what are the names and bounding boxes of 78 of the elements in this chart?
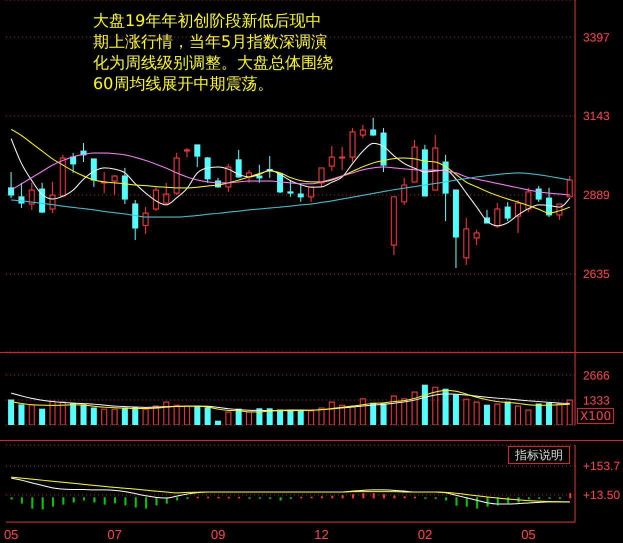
bar <box>49 400 56 425</box>
bar <box>80 404 86 425</box>
bar <box>132 408 138 425</box>
bar <box>112 408 118 425</box>
bar <box>90 408 97 425</box>
candlestick <box>287 180 294 198</box>
bar <box>60 402 66 425</box>
bar <box>339 404 346 425</box>
y-tick-label: 2666 <box>583 368 610 382</box>
bar <box>8 400 14 425</box>
bar <box>194 406 200 425</box>
text: X100 <box>577 408 614 424</box>
bar <box>494 404 500 425</box>
candlestick <box>463 217 470 266</box>
bar <box>246 412 252 425</box>
bar <box>277 410 284 425</box>
y-tick-label: 3143 <box>583 109 610 124</box>
bar <box>349 406 356 425</box>
bar <box>442 388 449 425</box>
x-tick-label: 05 <box>521 527 536 542</box>
bar <box>184 406 190 425</box>
bar <box>225 412 232 425</box>
y-tick-label: 2889 <box>583 188 610 202</box>
bar <box>422 384 428 425</box>
bar <box>514 406 521 425</box>
candlestick <box>328 146 335 172</box>
x-tick-label: 05 <box>4 527 18 542</box>
candlestick <box>101 171 108 194</box>
bar <box>204 408 211 425</box>
y-tick-label: +153.7 <box>583 459 620 474</box>
y-tick-label: 2635 <box>583 267 610 282</box>
candlestick <box>349 128 356 163</box>
bar <box>298 410 304 425</box>
bar <box>28 404 35 425</box>
bar <box>287 410 294 425</box>
bar <box>370 402 376 425</box>
x-tick-label: 09 <box>210 527 226 542</box>
candlestick <box>298 184 304 202</box>
bar <box>163 402 170 425</box>
bar <box>556 404 562 425</box>
candlestick <box>142 206 149 234</box>
bar <box>504 402 511 425</box>
bar <box>328 402 335 425</box>
y-tick-label: +13.50 <box>583 488 620 502</box>
y-tick-label: 1333 <box>583 393 610 408</box>
candlestick <box>28 182 35 210</box>
bar <box>525 410 532 425</box>
x-tick-label: 07 <box>107 527 122 542</box>
bar <box>152 406 159 425</box>
bar <box>401 398 408 425</box>
bar <box>566 400 573 425</box>
bar <box>18 404 24 425</box>
candlestick <box>339 146 346 171</box>
bar <box>214 420 221 425</box>
bar <box>452 394 459 425</box>
x-tick-label: 12 <box>314 527 329 542</box>
bar <box>122 408 128 425</box>
bar <box>318 408 324 425</box>
bar <box>380 404 387 425</box>
bar <box>463 398 470 425</box>
bar <box>432 386 438 425</box>
x-tick-label: 02 <box>418 527 432 542</box>
bar <box>390 396 397 425</box>
annotation: 大盘19年年初创阶段新低后现中期上涨行情，当年5月指数深调演化为周线级别调整。大盘总体围绕60周均线展开中期震荡。 <box>93 10 333 94</box>
bar <box>70 404 76 425</box>
annotation: 指标说明 <box>508 446 570 464</box>
y-tick-label: 3397 <box>583 30 610 44</box>
bar <box>484 404 490 425</box>
bar <box>142 408 149 425</box>
bar <box>536 404 542 425</box>
bar <box>412 392 418 425</box>
bar <box>474 402 480 425</box>
bar <box>101 408 108 425</box>
bar <box>546 402 552 425</box>
bar <box>360 398 366 425</box>
bar <box>308 410 314 425</box>
bar <box>39 408 46 425</box>
bar <box>174 404 180 425</box>
